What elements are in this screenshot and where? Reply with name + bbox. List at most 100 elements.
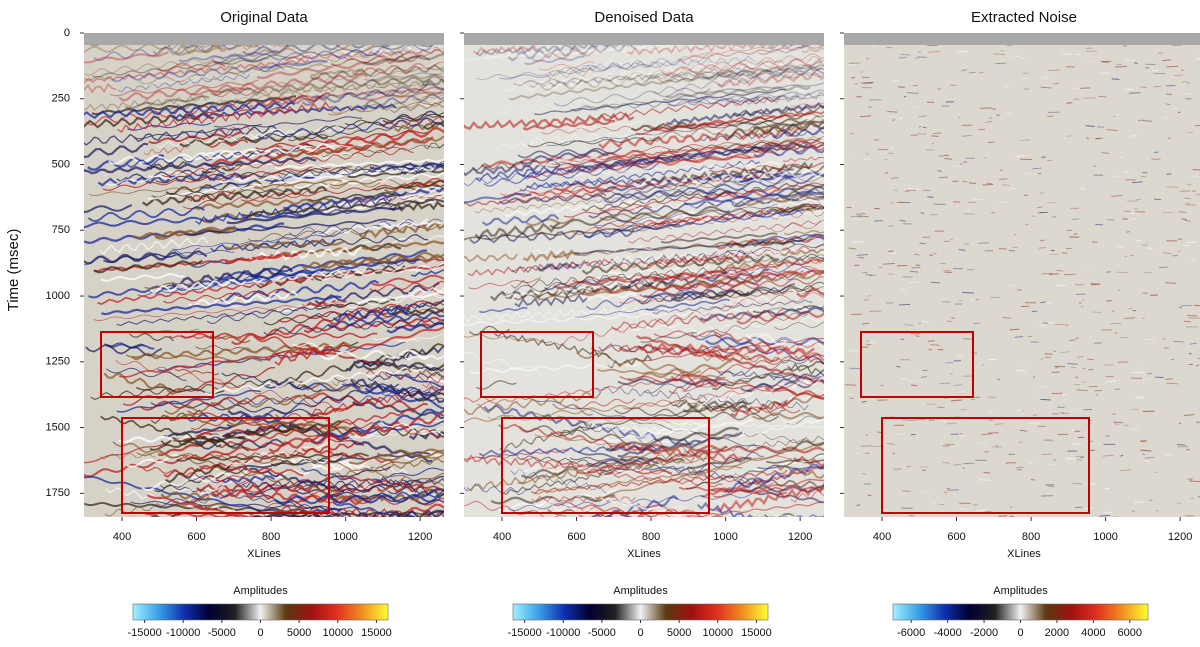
noise-speck [963, 468, 965, 469]
noise-speck [1191, 259, 1196, 260]
noise-speck [1184, 321, 1191, 322]
noise-speck [969, 183, 976, 184]
noise-speck [1073, 483, 1083, 484]
colorbar [133, 604, 388, 620]
noise-speck [1124, 60, 1136, 61]
noise-speck [1040, 302, 1046, 303]
noise-speck [920, 467, 929, 468]
noise-speck [918, 323, 921, 324]
noise-speck [886, 116, 894, 117]
noise-speck [1165, 283, 1176, 284]
noise-speck [978, 243, 989, 244]
noise-speck [985, 511, 993, 512]
noise-speck [1040, 399, 1051, 400]
no-data-band [84, 33, 444, 45]
noise-speck [893, 120, 895, 121]
noise-speck [1166, 383, 1178, 384]
y-tick-label: 1750 [46, 487, 70, 499]
noise-speck [1173, 341, 1183, 342]
noise-speck [869, 311, 881, 312]
noise-speck [960, 409, 966, 410]
colorbar-tick-label: 15000 [741, 627, 772, 639]
noise-speck [1068, 364, 1078, 365]
colorbar-tick-label: 15000 [361, 627, 392, 639]
colorbar-tick-label: -15000 [507, 627, 541, 639]
noise-speck [1048, 70, 1060, 71]
colorbar-label: Amplitudes [233, 585, 288, 597]
noise-speck [1002, 318, 1011, 319]
noise-speck [1010, 507, 1012, 508]
noise-speck [1044, 76, 1049, 77]
noise-speck [1177, 445, 1185, 446]
noise-speck [1081, 306, 1083, 307]
y-tick-label: 1250 [46, 356, 70, 368]
noise-speck [928, 52, 940, 53]
noise-speck [1131, 409, 1139, 410]
noise-speck [921, 213, 924, 214]
x-tick-label: 1200 [1168, 531, 1192, 543]
x-tick-label: 800 [642, 531, 660, 543]
noise-speck [1062, 394, 1066, 395]
noise-speck [963, 463, 974, 464]
noise-speck [962, 292, 974, 293]
noise-speck [1178, 251, 1182, 252]
noise-speck [1043, 323, 1048, 324]
colorbar-tick-label: -15000 [127, 627, 161, 639]
x-axis-label: XLines [247, 548, 281, 560]
x-tick-label: 1000 [333, 531, 357, 543]
noise-speck [1087, 270, 1090, 271]
noise-speck [917, 57, 927, 58]
panel-title: Denoised Data [594, 9, 694, 26]
noise-speck [1038, 248, 1046, 249]
noise-speck [1004, 86, 1009, 87]
noise-speck [916, 265, 920, 266]
colorbar-label: Amplitudes [613, 585, 668, 597]
noise-speck [982, 184, 993, 185]
x-tick-label: 400 [873, 531, 891, 543]
noise-speck [1115, 66, 1127, 67]
panel-title: Original Data [220, 9, 308, 26]
noise-speck [1041, 87, 1052, 88]
x-tick-label: 600 [187, 531, 205, 543]
colorbar-tick-label: -10000 [166, 627, 200, 639]
noise-speck [1104, 488, 1109, 489]
noise-speck [989, 118, 991, 119]
noise-speck [999, 516, 1008, 517]
x-axis-label: XLines [1007, 548, 1041, 560]
image-background [844, 33, 1200, 517]
noise-speck [887, 111, 897, 112]
noise-speck [1008, 285, 1015, 286]
noise-speck [1106, 272, 1111, 273]
seismic-reflector [312, 518, 460, 530]
noise-speck [1118, 290, 1121, 291]
noise-speck [862, 272, 867, 273]
noise-speck [1117, 272, 1128, 273]
x-tick-label: 1000 [713, 531, 737, 543]
colorbar-tick-label: -10000 [546, 627, 580, 639]
noise-speck [969, 300, 975, 301]
noise-speck [1065, 325, 1068, 326]
noise-speck [1143, 272, 1151, 273]
noise-speck [953, 181, 959, 182]
noise-speck [1166, 66, 1178, 67]
noise-speck [959, 300, 963, 301]
y-tick-label: 0 [64, 27, 70, 39]
x-tick-label: 600 [947, 531, 965, 543]
noise-speck [942, 446, 949, 447]
colorbar-tick-label: -5000 [588, 627, 616, 639]
seismic-reflector [649, 521, 761, 541]
noise-speck [1102, 455, 1113, 456]
noise-speck [1098, 96, 1106, 97]
noise-speck [1049, 216, 1053, 217]
noise-speck [1154, 199, 1161, 200]
noise-speck [1163, 117, 1168, 118]
y-tick-label: 1500 [46, 421, 70, 433]
y-tick-label: 750 [52, 224, 70, 236]
seismic-reflector [396, 517, 628, 574]
noise-speck [1186, 99, 1192, 100]
noise-speck [927, 197, 933, 198]
noise-speck [969, 72, 976, 73]
noise-speck [890, 253, 896, 254]
noise-speck [886, 47, 893, 48]
colorbar-tick-label: 0 [257, 627, 263, 639]
